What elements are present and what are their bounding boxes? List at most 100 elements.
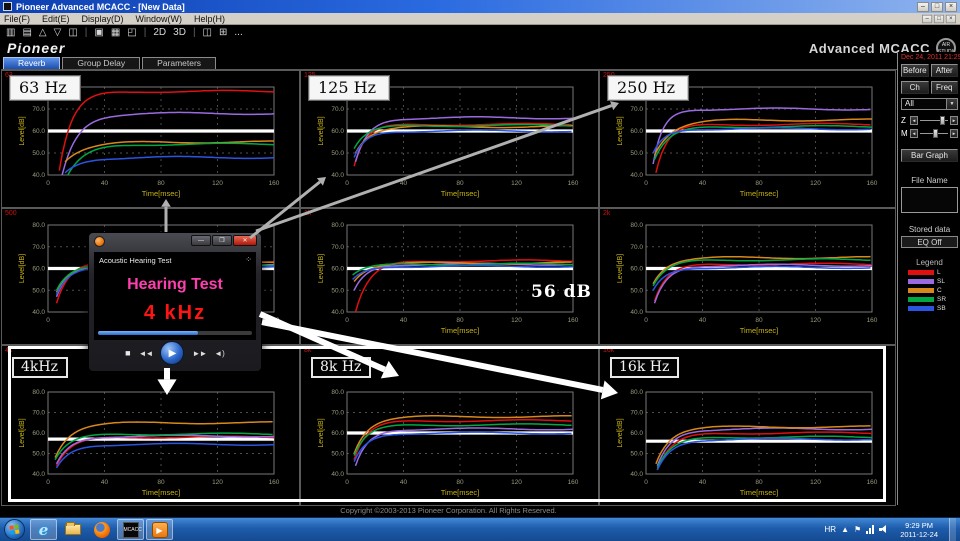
menu-help[interactable]: Help(H) (194, 13, 226, 24)
bar-graph-button[interactable]: Bar Graph (901, 149, 958, 162)
svg-text:160: 160 (269, 317, 280, 324)
maximize-button[interactable]: □ (931, 1, 943, 12)
taskbar-wmp-icon[interactable]: ▶ (146, 519, 173, 540)
freq-button[interactable]: Freq (930, 81, 958, 94)
svg-text:0: 0 (644, 317, 648, 324)
seek-bar[interactable] (98, 331, 252, 335)
svg-text:Time[msec]: Time[msec] (142, 488, 180, 497)
taskbar-ie-icon[interactable]: e (30, 519, 57, 540)
chevron-down-icon[interactable]: ▼ (946, 99, 957, 109)
taskbar-mcacc-icon[interactable]: MCACC (117, 519, 144, 540)
svg-text:60.0: 60.0 (331, 430, 344, 437)
tray-expand-icon[interactable]: ▲ (841, 525, 850, 534)
svg-text:70.0: 70.0 (331, 106, 344, 113)
player-controls: ■ ◄◄ ▶ ►► ◄) (89, 339, 261, 367)
menu-display[interactable]: Display(D) (81, 13, 124, 24)
svg-text:70.0: 70.0 (32, 410, 45, 417)
action-center-flag-icon[interactable]: ⚑ (854, 525, 862, 534)
network-icon[interactable] (866, 525, 875, 534)
svg-text:120: 120 (212, 180, 223, 187)
volume-icon[interactable]: ◄) (214, 348, 225, 358)
svg-text:80: 80 (157, 479, 165, 486)
slider-left-arrow[interactable]: ◄ (910, 116, 918, 125)
svg-text:Time[msec]: Time[msec] (740, 326, 778, 335)
toolbar-icon-14[interactable]: ⊞ (219, 27, 228, 38)
taskbar-explorer-icon[interactable] (59, 519, 86, 540)
toolbar-icon-1[interactable]: ▤ (22, 27, 32, 38)
minimize-button[interactable]: – (917, 1, 929, 12)
channel-dropdown[interactable]: All ▼ (901, 98, 958, 110)
zoom-slider[interactable] (920, 116, 948, 125)
tab-strip: Reverb Group Delay Parameters (3, 57, 217, 69)
tab-parameters[interactable]: Parameters (142, 57, 217, 69)
toolbar-icon-3[interactable]: ▽ (53, 27, 62, 38)
legend-channel-label: SL (937, 278, 945, 285)
chart-cell-16khz: 80.0 70.0 60.0 50.0 40.0 0 40 80 120 160 Time[msec… (599, 345, 896, 506)
chart-cell-63hz: 80.070.060.050.040.004080120160Time[msec… (1, 70, 300, 208)
move-slider[interactable] (920, 129, 948, 138)
legend-item: C (901, 287, 958, 294)
hearing-test-text: Hearing Test (127, 276, 223, 293)
ch-button[interactable]: Ch (901, 81, 929, 94)
svg-text:50.0: 50.0 (32, 451, 45, 458)
tab-reverb[interactable]: Reverb (3, 57, 61, 69)
toolbar-icon-13[interactable]: ◫ (202, 27, 212, 38)
stop-button[interactable]: ■ (125, 348, 131, 358)
svg-text:80.0: 80.0 (630, 222, 643, 229)
svg-text:160: 160 (269, 479, 280, 486)
frequency-label-box: 16k Hz (610, 357, 680, 378)
menu-file[interactable]: File(F) (4, 13, 30, 24)
slider-right-arrow[interactable]: ► (950, 116, 958, 125)
svg-text:80: 80 (456, 317, 464, 324)
chart-cell-8khz: 80.0 70.0 60.0 50.0 40.0 0 40 80 120 160 Time[msec… (300, 345, 599, 506)
toolbar-icon-11[interactable]: 3D (173, 27, 186, 38)
toolbar-icon-0[interactable]: ▥ (6, 27, 16, 38)
svg-text:40: 40 (101, 479, 109, 486)
player-media-title: Acoustic Hearing Test (99, 256, 172, 265)
svg-text:0: 0 (644, 479, 648, 486)
toolbar-icon-7[interactable]: ▦ (110, 27, 121, 38)
toolbar-icon-4[interactable]: ◫ (68, 27, 78, 38)
slider-left-arrow[interactable]: ◄ (910, 129, 918, 138)
toolbar-icon-8[interactable]: ◰ (127, 27, 137, 38)
taskbar: e MCACC ▶ HR ▲ ⚑ 9:29 PM 2011-12-24 (0, 517, 960, 541)
player-minimize-button[interactable]: — (191, 235, 211, 246)
svg-text:50.0: 50.0 (630, 287, 643, 294)
svg-text:160: 160 (867, 180, 878, 187)
show-desktop-button[interactable] (949, 517, 956, 541)
slider-right-arrow[interactable]: ► (950, 129, 958, 138)
chart-cell-1khz: 80.0 70.0 60.0 50.0 40.0 0 40 80 120 160 Time[msec… (300, 208, 599, 345)
svg-text:Time[msec]: Time[msec] (441, 488, 479, 497)
svg-text:80.0: 80.0 (32, 222, 45, 229)
svg-text:Level[dB]: Level[dB] (318, 254, 325, 283)
svg-text:80: 80 (456, 479, 464, 486)
eq-off-indicator[interactable]: EQ Off (901, 236, 958, 248)
before-button[interactable]: Before (901, 64, 929, 77)
toolbar-icon-15[interactable]: ... (234, 27, 243, 38)
mdi-close-button[interactable]: × (945, 14, 956, 23)
speaker-icon[interactable] (879, 525, 889, 534)
start-button[interactable] (4, 519, 25, 540)
mdi-restore-button[interactable]: □ (933, 14, 945, 23)
close-button[interactable]: × (945, 1, 957, 12)
toolbar-icon-6[interactable]: ▣ (94, 27, 104, 38)
fast-forward-button[interactable]: ►► (192, 348, 207, 358)
taskbar-firefox-icon[interactable] (88, 519, 115, 540)
after-button[interactable]: After (930, 64, 958, 77)
menu-window[interactable]: Window(W) (135, 13, 183, 24)
tab-group-delay[interactable]: Group Delay (62, 57, 141, 69)
svg-text:0: 0 (46, 317, 50, 324)
toolbar-icon-2[interactable]: △ (38, 27, 47, 38)
svg-text:160: 160 (867, 479, 878, 486)
clock[interactable]: 9:29 PM 2011-12-24 (894, 521, 944, 539)
menu-edit[interactable]: Edit(E) (42, 13, 70, 24)
player-close-button[interactable]: ✕ (233, 235, 257, 246)
language-indicator[interactable]: HR (824, 525, 837, 534)
media-player-window[interactable]: — ❒ ✕ Acoustic Hearing Test ⁘ Hearing Te… (88, 232, 262, 372)
mdi-minimize-button[interactable]: – (922, 14, 933, 23)
play-button[interactable]: ▶ (160, 341, 185, 365)
toolbar-icon-10[interactable]: 2D (153, 27, 167, 38)
player-maximize-button[interactable]: ❒ (212, 235, 232, 246)
rewind-button[interactable]: ◄◄ (138, 348, 154, 358)
switch-to-library-icon[interactable]: ⁘ (245, 255, 252, 264)
